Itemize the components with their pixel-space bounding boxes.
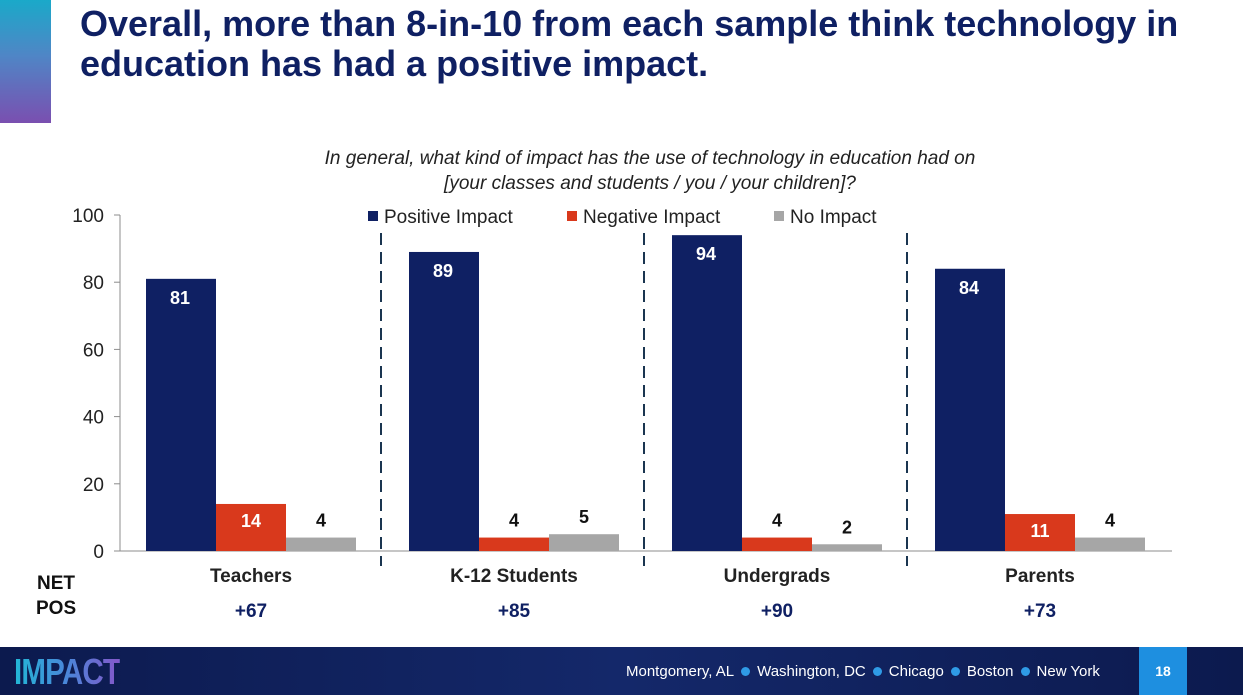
footer-city-list: Montgomery, AL Washington, DC Chicago Bo… — [626, 647, 1100, 695]
x-category-label: Undergrads — [724, 566, 831, 587]
bar-negative — [479, 537, 549, 551]
x-category-label: Parents — [1005, 566, 1075, 587]
survey-question: In general, what kind of impact has the … — [200, 146, 1100, 196]
legend-swatch-none — [774, 211, 784, 221]
legend-label-negative: Negative Impact — [583, 207, 721, 228]
net-positive-value: +90 — [761, 601, 793, 622]
bullet-dot-icon — [872, 666, 882, 676]
data-label-none: 5 — [579, 507, 589, 527]
title-accent-bar — [0, 0, 51, 123]
data-label-none: 4 — [1105, 511, 1115, 531]
y-tick-label: 0 — [93, 542, 104, 563]
slide-title: Overall, more than 8-in-10 from each sam… — [80, 3, 1179, 84]
bar-none — [1075, 537, 1145, 551]
bar-chart: 0 20 40 60 80 100 81 14 4 Teachers +67 89 4 5 K-12 Stu… — [72, 206, 1172, 622]
city-montgomery: Montgomery, AL — [626, 662, 735, 680]
data-label-positive: 81 — [170, 288, 190, 308]
city-washington: Washington, DC — [757, 662, 866, 680]
bar-positive — [935, 268, 1005, 551]
y-tick-label: 100 — [72, 206, 104, 227]
legend-swatch-negative — [567, 211, 577, 221]
survey-question-line-2: [your classes and students / you / your … — [444, 173, 856, 194]
data-label-positive: 94 — [696, 244, 716, 264]
page-number: 18 — [1139, 647, 1187, 695]
bar-negative — [1005, 514, 1075, 551]
net-positive-value: +85 — [498, 601, 531, 622]
bullet-dot-icon — [950, 666, 960, 676]
data-label-negative: 4 — [772, 511, 782, 531]
bar-positive — [409, 251, 479, 551]
net-positive-value: +73 — [1024, 601, 1056, 622]
net-positive-value: +67 — [235, 601, 267, 622]
city-chicago: Chicago — [888, 662, 944, 680]
y-tick-label: 40 — [83, 408, 104, 429]
data-label-none: 4 — [316, 511, 326, 531]
bar-none — [549, 534, 619, 551]
bar-positive — [672, 235, 742, 551]
data-label-positive: 84 — [959, 278, 979, 298]
data-label-negative: 11 — [1030, 521, 1049, 541]
city-new-york: New York — [1036, 662, 1100, 680]
data-label-none: 2 — [842, 517, 852, 537]
bar-none — [286, 537, 356, 551]
survey-question-line-1: In general, what kind of impact has the … — [324, 148, 976, 169]
data-label-positive: 89 — [433, 261, 453, 281]
bullet-dot-icon — [741, 666, 751, 676]
data-label-negative: 4 — [509, 511, 519, 531]
bar-positive — [146, 278, 216, 551]
footer-bar: IMPACT Montgomery, AL Washington, DC Chi… — [0, 647, 1243, 695]
legend-swatch-positive — [368, 211, 378, 221]
y-tick-label: 20 — [83, 475, 104, 496]
bullet-dot-icon — [1020, 666, 1030, 676]
y-tick-label: 60 — [83, 340, 104, 361]
bar-none — [812, 544, 882, 551]
net-label: NET — [37, 573, 75, 594]
bar-negative — [742, 537, 812, 551]
x-category-label: Teachers — [210, 566, 292, 587]
city-boston: Boston — [966, 662, 1014, 680]
x-category-label: K-12 Students — [450, 566, 578, 587]
pos-label: POS — [36, 598, 77, 619]
bar-negative — [216, 503, 286, 551]
legend-label-none: No Impact — [790, 207, 877, 228]
y-tick-label: 80 — [83, 273, 104, 294]
legend-label-positive: Positive Impact — [384, 207, 514, 228]
data-label-negative: 14 — [241, 511, 261, 531]
impact-logo: IMPACT — [14, 651, 121, 692]
